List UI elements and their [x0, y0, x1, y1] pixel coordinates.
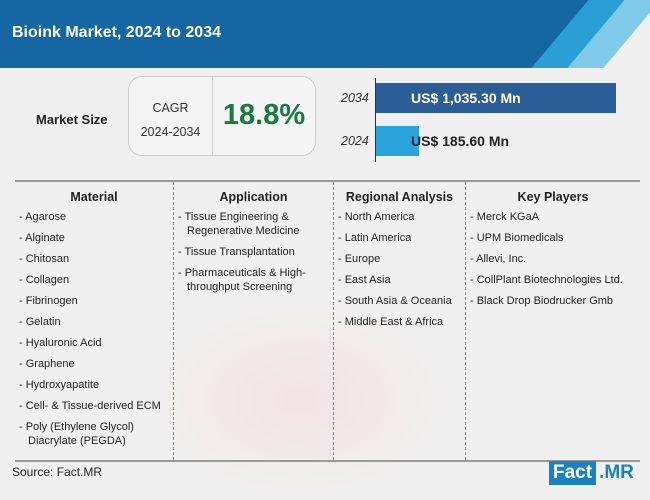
segmentation-grid: Material - Agarose - Alginate - Chitosan - C… — [15, 180, 640, 462]
source-note: Source: Fact.MR — [12, 465, 103, 479]
year-label-2024: 2024 — [341, 134, 369, 148]
list-item: - Black Drop Biodrucker Gmb — [470, 295, 614, 307]
bar-2024 — [376, 126, 420, 156]
list-item: - Tissue Transplantation — [178, 246, 295, 258]
list-item: - Hyaluronic Acid — [19, 337, 102, 349]
column-heading: Material — [70, 190, 118, 204]
column-regional: Regional Analysis - North America - Latin … — [333, 182, 465, 460]
list-item: - South Asia & Oceania — [338, 295, 452, 307]
list-item: - Latin America — [338, 232, 412, 244]
bar-axis — [375, 78, 376, 162]
header-banner: Bioink Market, 2024 to 2034 — [0, 0, 650, 68]
cagr-value: 18.8% — [222, 99, 306, 131]
bar-value-2024: US$ 185.60 Mn — [411, 133, 510, 149]
list-item: - CollPlant Biotechnologies Ltd. — [470, 274, 623, 286]
factmr-logo: Fact .MR — [549, 461, 634, 485]
background-image — [150, 300, 450, 500]
column-heading: Key Players — [517, 190, 589, 204]
cagr-label: CAGR — [152, 101, 189, 115]
list-item: - Tissue Engineering & Regenerative Medi… — [178, 211, 300, 237]
list-item: - UPM Biomedicals — [470, 232, 564, 244]
year-label-2034: 2034 — [341, 91, 369, 105]
list-item: - Fibrinogen — [19, 295, 78, 307]
bar-value-2034: US$ 1,035.30 Mn — [411, 90, 521, 106]
column-application: Application - Tissue Engineering & Regene… — [173, 182, 333, 460]
list-item: - Hydroxyapatite — [19, 379, 100, 391]
list-item: - Graphene — [19, 358, 75, 370]
column-heading: Regional Analysis — [345, 190, 454, 204]
list-item: - Agarose — [19, 211, 67, 223]
column-heading: Application — [219, 190, 288, 204]
list-item: - Gelatin — [19, 316, 61, 328]
column-key-players: Key Players - Merck KGaA - UPM Biomedicals… — [465, 182, 640, 460]
cagr-box: CAGR 2024-2034 18.8% — [128, 76, 316, 156]
list-item: - Alginate — [19, 232, 65, 244]
list-item: - Poly (Ethylene Glycol) Diacrylate (PEG… — [19, 421, 134, 447]
list-item: - Allevi, Inc. — [470, 253, 527, 265]
market-size-label: Market Size — [36, 112, 108, 127]
list-item: - Pharmaceuticals & High-throughput Scre… — [178, 267, 306, 293]
page-title: Bioink Market, 2024 to 2034 — [12, 24, 221, 41]
list-item: - North America — [338, 211, 415, 223]
list-item: - Europe — [338, 253, 381, 265]
list-item: - East Asia — [338, 274, 391, 286]
list-item: - Cell- & Tissue-derived ECM — [19, 400, 161, 412]
column-material: Material - Agarose - Alginate - Chitosan - C… — [15, 182, 173, 460]
cagr-period: 2024-2034 — [140, 125, 201, 139]
list-item: - Collagen — [19, 274, 70, 286]
bar-2034 — [376, 83, 616, 113]
list-item: - Merck KGaA — [470, 211, 540, 223]
logo-part: Fact — [549, 461, 597, 485]
logo-part: .MR — [599, 462, 634, 483]
list-item: - Chitosan — [19, 253, 70, 265]
list-item: - Middle East & Africa — [338, 316, 444, 328]
